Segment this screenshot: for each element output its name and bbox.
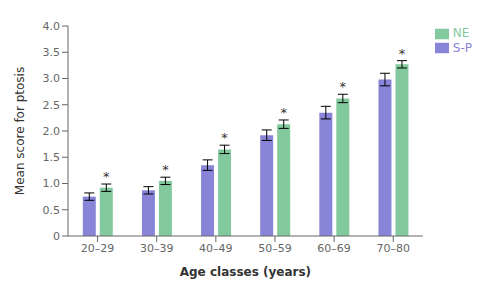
svg-text:*: * [399,46,406,61]
svg-text:50–59: 50–59 [258,242,292,255]
svg-text:Mean score for ptosis: Mean score for ptosis [13,67,27,195]
svg-text:*: * [280,105,287,120]
svg-text:2.0: 2.0 [43,125,61,138]
svg-text:3.0: 3.0 [43,72,61,85]
html-text:NE: NE [452,26,470,40]
svg-text:0.5: 0.5 [43,204,61,217]
svg-text:*: * [340,79,347,94]
svg-text:1.5: 1.5 [43,151,61,164]
svg-text:2.5: 2.5 [43,99,61,112]
html-text:S-P: S-P [452,40,472,55]
svg-text:4.0: 4.0 [43,20,61,33]
svg-text:0: 0 [53,230,60,243]
svg-text:60–69: 60–69 [317,242,351,255]
svg-text:*: * [162,162,169,177]
svg-text:40–49: 40–49 [199,242,233,255]
svg-text:*: * [221,130,228,145]
svg-text:*: * [103,169,110,184]
svg-text:1.0: 1.0 [43,177,61,190]
svg-text:3.5: 3.5 [43,46,61,59]
svg-text:30–39: 30–39 [140,242,174,255]
svg-text:20–29: 20–29 [81,242,115,255]
svg-text:Age classes (years): Age classes (years) [180,265,311,279]
svg-text:70–80: 70–80 [376,242,410,255]
